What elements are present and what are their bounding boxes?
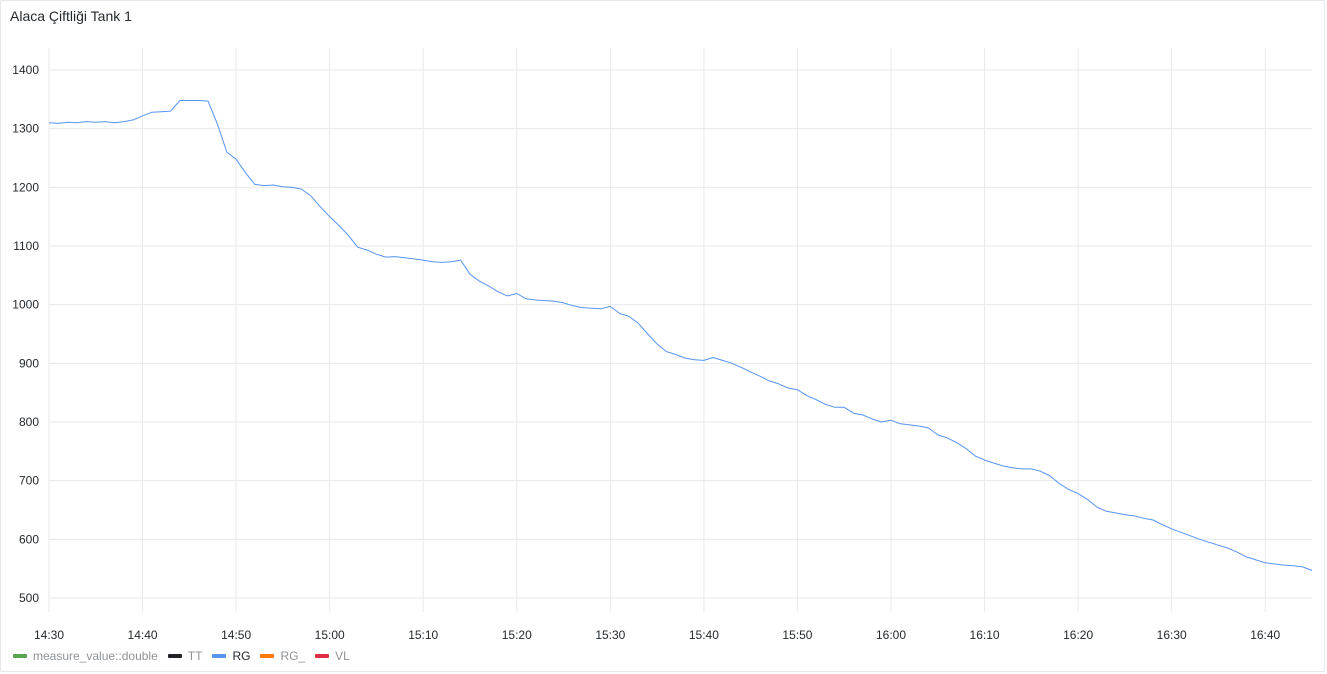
legend: measure_value::double TT RG RG_ VL [13,649,350,663]
legend-swatch [212,654,227,658]
series-line-rg[interactable] [48,100,1313,571]
x-tick-label: 16:20 [1063,628,1093,642]
x-tick-label: 14:50 [221,628,251,642]
x-tick-label: 14:40 [128,628,158,642]
y-tick-label: 1100 [13,239,39,253]
x-tick-label: 15:10 [408,628,438,642]
panel-title[interactable]: Alaca Çiftliği Tank 1 [10,8,132,24]
x-tick-label: 15:30 [595,628,625,642]
y-tick-label: 500 [19,591,39,605]
y-tick-label: 1000 [12,298,39,312]
x-tick-label: 16:00 [876,628,906,642]
legend-label: RG_ [280,649,306,663]
legend-item-rg[interactable]: RG [212,649,250,663]
x-tick-label: 16:30 [1157,628,1187,642]
series-layer [48,100,1313,571]
legend-swatch [13,654,27,658]
x-tick-label: 15:50 [782,628,812,642]
x-tick-label: 15:40 [689,628,719,642]
y-tick-label: 1200 [12,180,39,194]
legend-swatch [167,654,182,658]
legend-item-rg[interactable]: RG_ [260,649,305,663]
x-tick-label: 15:00 [315,628,345,642]
y-tick-label: 700 [19,474,39,488]
y-tick-label: 1300 [12,122,39,136]
legend-label: RG [232,649,251,663]
y-tick-label: 600 [19,532,39,546]
legend-item-vl[interactable]: VL [315,649,350,663]
legend-swatch [260,654,275,658]
x-tick-label: 15:20 [502,628,532,642]
legend-item-tt[interactable]: TT [167,649,203,663]
legend-label: TT [187,649,203,663]
x-axis: 14:30 14:40 14:50 15:00 15:10 15:20 15:30 15:40… [34,628,1281,642]
y-axis: 1400 1300 1200 1100 1000 900 800 700 600 500 [12,63,39,605]
legend-item-measure-value-double[interactable]: measure_value::double [13,649,158,663]
y-tick-label: 1400 [12,63,39,77]
x-tick-label: 16:40 [1250,628,1280,642]
y-tick-label: 900 [19,356,39,370]
legend-label: measure_value::double [33,649,158,663]
legend-swatch [315,654,330,658]
grid [48,48,1312,612]
legend-label: VL [335,649,350,663]
x-tick-label: 14:30 [34,628,64,642]
y-tick-label: 800 [19,415,39,429]
x-tick-label: 16:10 [970,628,1000,642]
